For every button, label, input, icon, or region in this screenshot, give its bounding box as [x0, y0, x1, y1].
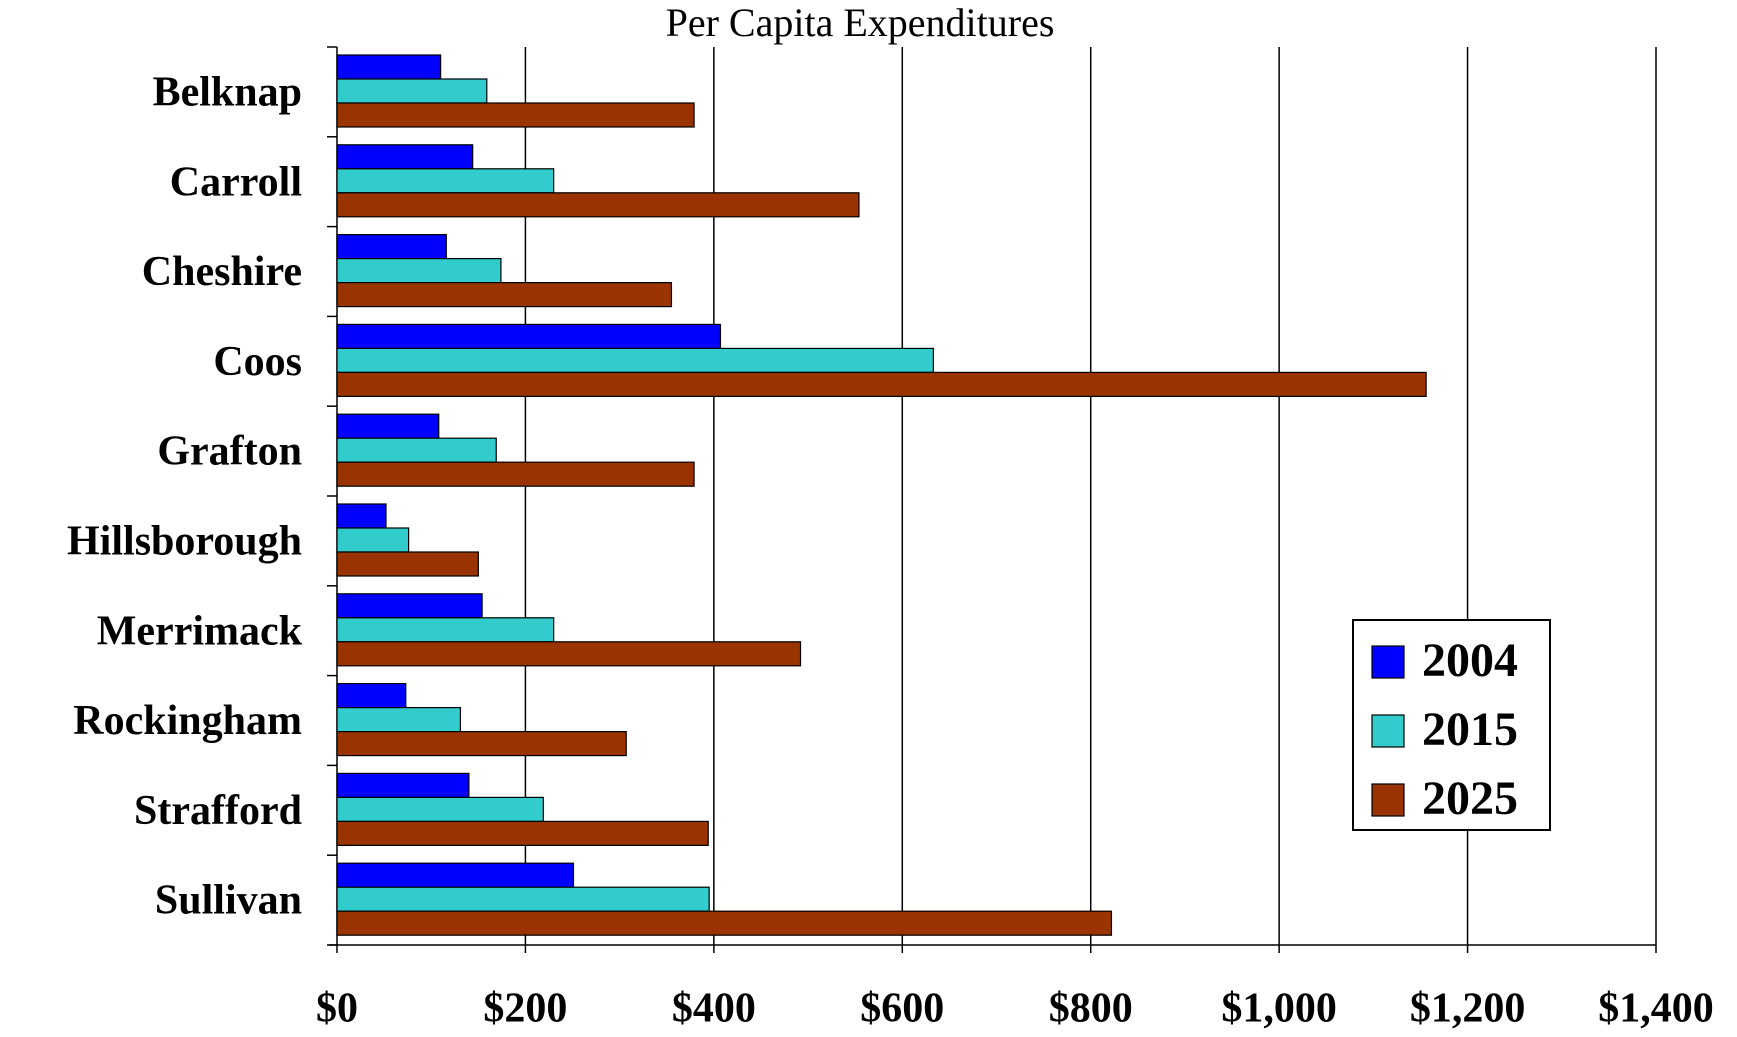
bar: [336, 192, 860, 218]
legend-swatch: [1371, 645, 1405, 679]
legend-swatch: [1371, 783, 1405, 817]
bar: [336, 347, 934, 373]
bar: [336, 437, 497, 463]
bar: [336, 461, 695, 487]
x-tick-label: $1,200: [1410, 986, 1526, 1032]
bar: [336, 593, 483, 619]
x-tick-label: $600: [860, 986, 944, 1032]
bar: [336, 371, 1427, 397]
bar: [336, 886, 710, 912]
bar: [336, 323, 722, 349]
bar: [336, 102, 695, 128]
y-tick-label: Rockingham: [73, 698, 302, 744]
bar: [336, 503, 387, 529]
x-tick-label: $400: [672, 986, 756, 1032]
x-tick-label: $200: [483, 986, 567, 1032]
legend-label: 2025: [1422, 772, 1518, 825]
y-tick-label: Merrimack: [97, 608, 303, 654]
bar: [336, 641, 802, 667]
chart-title: Per Capita Expenditures: [666, 0, 1055, 45]
legend: 2004 2015 2025: [1352, 619, 1551, 831]
bar: [336, 54, 442, 80]
y-tick-label: Grafton: [157, 429, 302, 475]
bar: [336, 862, 575, 888]
bar: [336, 258, 502, 284]
y-tick-label: Strafford: [134, 788, 302, 834]
bar: [336, 551, 479, 577]
bar: [336, 234, 447, 260]
bar: [336, 796, 544, 823]
y-tick-label: Sullivan: [155, 878, 302, 924]
bar: [336, 706, 462, 733]
bar: [336, 730, 627, 757]
legend-label: 2004: [1422, 634, 1518, 687]
bar: [336, 527, 410, 553]
bar: [336, 682, 407, 709]
x-tick-label: $1,000: [1221, 986, 1337, 1032]
legend-label: 2015: [1422, 703, 1518, 756]
bar: [336, 910, 1113, 936]
x-tick-label: $1,400: [1598, 986, 1714, 1032]
legend-swatch: [1371, 714, 1405, 748]
bar: [336, 168, 555, 194]
y-tick-label: Coos: [213, 339, 302, 385]
x-tick-label: $800: [1049, 986, 1133, 1032]
bar: [336, 78, 488, 104]
x-tick-label: $0: [316, 986, 358, 1032]
y-tick-label: Hillsborough: [67, 519, 302, 565]
bar: [336, 772, 470, 799]
bar: [336, 820, 709, 847]
bar: [336, 617, 555, 643]
bar: [336, 144, 474, 170]
y-tick-label: Belknap: [153, 70, 302, 116]
bar: [336, 282, 673, 308]
y-tick-label: Carroll: [170, 159, 302, 205]
bar: [336, 413, 440, 439]
y-tick-label: Cheshire: [142, 249, 302, 295]
